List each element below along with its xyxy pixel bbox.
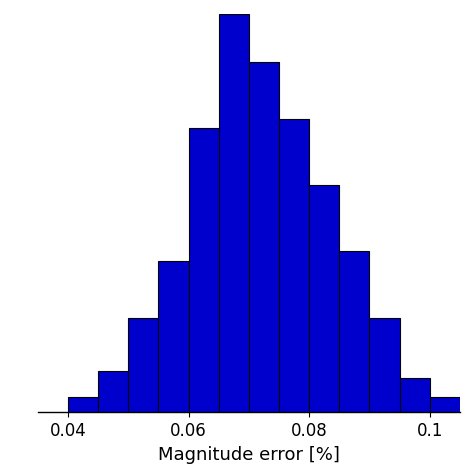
- Bar: [369, 318, 400, 412]
- Bar: [279, 118, 309, 412]
- Bar: [189, 128, 219, 412]
- Bar: [309, 185, 339, 412]
- Bar: [339, 251, 369, 412]
- Bar: [400, 378, 429, 412]
- Bar: [219, 14, 249, 412]
- Bar: [429, 397, 460, 412]
- Bar: [249, 62, 279, 412]
- Bar: [158, 261, 189, 412]
- Bar: [98, 371, 128, 412]
- Bar: [68, 397, 98, 412]
- Bar: [128, 318, 158, 412]
- X-axis label: Magnitude error [%]: Magnitude error [%]: [158, 446, 340, 464]
